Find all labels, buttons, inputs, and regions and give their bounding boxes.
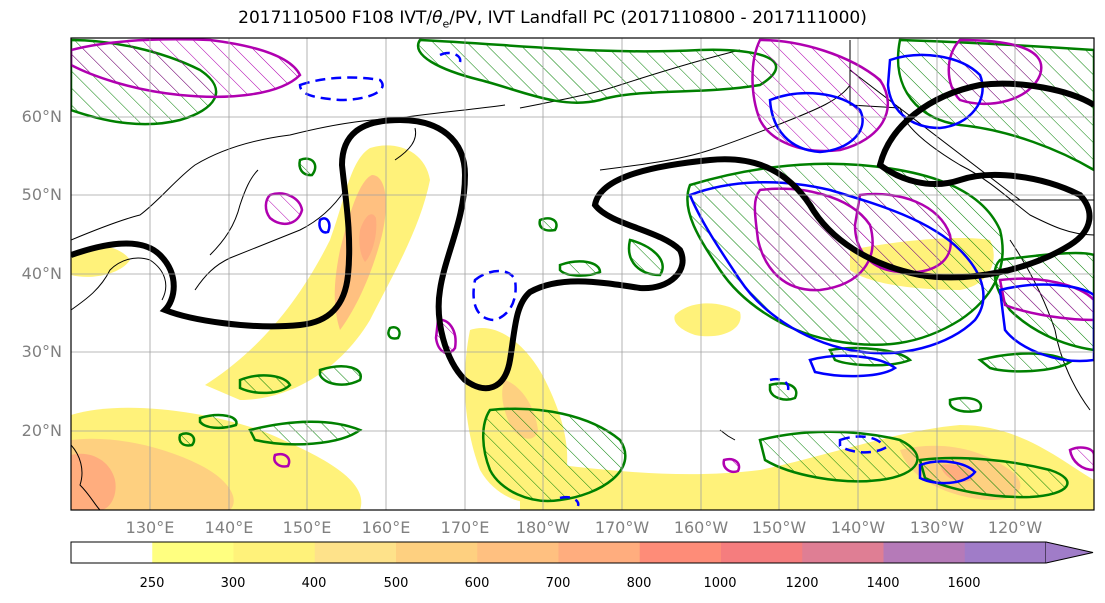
- colorbar-tick: 1400: [866, 576, 900, 591]
- colorbar-tick: 1000: [703, 576, 737, 591]
- lon-label-170w: 170°W: [594, 518, 650, 537]
- title-suffix: /PV, IVT Landfall PC (2017110800 - 20171…: [449, 8, 867, 28]
- colorbar-tick: 500: [383, 576, 409, 591]
- colorbar-tick: 1200: [785, 576, 819, 591]
- lat-label-50n: 50°N: [21, 185, 62, 204]
- colorbar-segment: [558, 542, 641, 563]
- colorbar-segment: [802, 542, 884, 563]
- lon-label-170e: 170°E: [440, 518, 490, 537]
- colorbar-extend-arrow: [1045, 541, 1094, 564]
- lat-label-40n: 40°N: [21, 264, 62, 283]
- lon-label-130e: 130°E: [125, 518, 175, 537]
- colorbar-tick: 800: [626, 576, 652, 591]
- colorbar-tick: 250: [139, 576, 165, 591]
- lat-label-30n: 30°N: [21, 342, 62, 361]
- colorbar-segment: [314, 542, 397, 563]
- lat-label-60n: 60°N: [21, 107, 62, 126]
- colorbar-tick: 1600: [947, 576, 981, 591]
- gridlines: [71, 38, 1094, 510]
- lon-label-140e: 140°E: [204, 518, 254, 537]
- title-prefix: 2017110500 F108 IVT/: [238, 8, 433, 28]
- colorbar-tick: 600: [464, 576, 490, 591]
- colorbar-segment: [964, 542, 1047, 563]
- colorbar-segment: [883, 542, 966, 563]
- lon-label-130w: 130°W: [909, 518, 965, 537]
- colorbar-tick: 700: [545, 576, 571, 591]
- colorbar-segment: [477, 542, 559, 563]
- colorbar-segment: [152, 542, 234, 563]
- colorbar-segment: [721, 542, 803, 563]
- lon-label-180w: 180°W: [515, 518, 571, 537]
- lon-label-160w: 160°W: [673, 518, 729, 537]
- colorbar-tick: 300: [220, 576, 246, 591]
- colorbar-segment: [233, 542, 316, 563]
- colorbar-segment: [396, 542, 478, 563]
- pv-magenta-contours: [71, 38, 1094, 473]
- title-theta: θ: [432, 8, 443, 28]
- colorbar: [71, 542, 1047, 563]
- theta-e-contour: [71, 80, 1094, 392]
- lon-label-160e: 160°E: [361, 518, 411, 537]
- lat-label-20n: 20°N: [21, 421, 62, 440]
- lon-label-140w: 140°W: [830, 518, 886, 537]
- colorbar-tick: 400: [301, 576, 327, 591]
- map-frame: [70, 37, 1095, 511]
- map-title: 2017110500 F108 IVT/θe/PV, IVT Landfall …: [0, 8, 1105, 30]
- colorbar-segment: [639, 542, 722, 563]
- lon-label-120w: 120°W: [987, 518, 1043, 537]
- title-subscript: e: [442, 17, 450, 31]
- colorbar-segment: [71, 542, 153, 563]
- lon-label-150e: 150°E: [282, 518, 332, 537]
- lon-label-150w: 150°W: [751, 518, 807, 537]
